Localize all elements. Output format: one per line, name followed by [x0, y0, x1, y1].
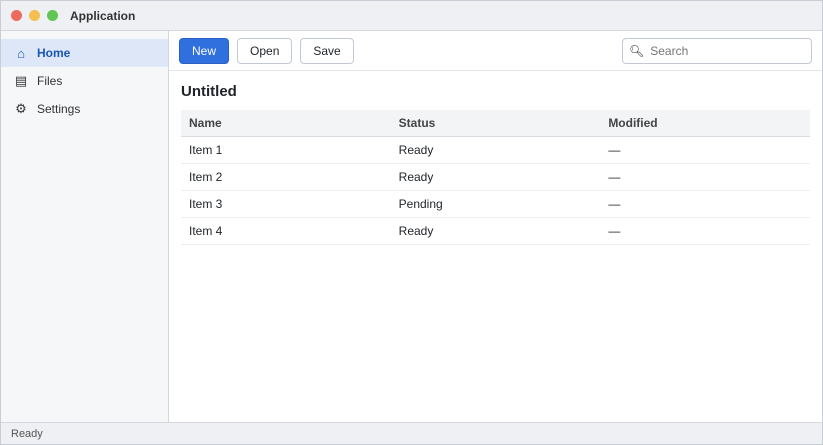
table-cell: Item 4 — [181, 217, 391, 245]
sidebar-item-label: Settings — [37, 102, 81, 116]
column-header[interactable]: Name — [181, 110, 391, 137]
close-button[interactable] — [11, 10, 22, 21]
toolbar: New Open Save 🔍︎ — [169, 31, 822, 71]
table-cell: Item 1 — [181, 136, 391, 164]
sidebar: ⌂ Home ▤ Files ⚙ Settings — [1, 31, 169, 422]
data-table: Name Status Modified Item 1 Ready — Item 2 Rea… — [181, 110, 810, 245]
content-area: Untitled Name Status Modified Item 1 Ready —… — [169, 71, 822, 422]
column-header[interactable]: Status — [390, 110, 601, 137]
table-cell: Ready — [390, 163, 601, 191]
search-box: 🔍︎ — [622, 37, 812, 64]
table-cell: Ready — [390, 136, 601, 164]
table-row[interactable]: Item 3 Pending — — [181, 190, 810, 218]
table-cell: Item 3 — [181, 190, 391, 218]
table-header-row: Name Status Modified — [181, 110, 810, 137]
folder-icon: ▤ — [14, 73, 28, 88]
save-button[interactable]: Save — [300, 37, 354, 64]
table-header: Name Status Modified — [181, 110, 810, 137]
window-title: Application — [70, 8, 136, 23]
search-input[interactable] — [648, 42, 805, 59]
table-cell: Pending — [390, 190, 601, 218]
table-row[interactable]: Item 2 Ready — — [181, 163, 810, 191]
table-body: Item 1 Ready — Item 2 Ready — Item 3 Pending — It… — [181, 136, 810, 245]
table-row[interactable]: Item 4 Ready — — [181, 217, 810, 245]
open-button[interactable]: Open — [237, 37, 293, 64]
sidebar-item-settings[interactable]: ⚙ Settings — [1, 95, 168, 123]
sidebar-item-files[interactable]: ▤ Files — [1, 67, 168, 95]
table-cell: Ready — [390, 217, 601, 245]
gear-icon: ⚙ — [15, 101, 27, 116]
table-cell: — — [600, 163, 810, 191]
home-icon: ⌂ — [17, 45, 25, 61]
page-title: Untitled — [181, 83, 237, 100]
table-cell: Item 2 — [181, 163, 391, 191]
new-button[interactable]: New — [179, 37, 230, 64]
table-cell: — — [600, 217, 810, 245]
search-icon: 🔍︎ — [629, 43, 645, 58]
sidebar-item-label: Files — [37, 74, 63, 88]
sidebar-item-home[interactable]: ⌂ Home — [1, 39, 168, 67]
app-body: ⌂ Home ▤ Files ⚙ Settings New Open Save 🔍︎ Un… — [1, 31, 822, 422]
window-controls — [11, 10, 58, 21]
column-header[interactable]: Modified — [600, 110, 810, 137]
title-bar: Application — [1, 1, 822, 31]
maximize-button[interactable] — [47, 10, 58, 21]
status-text: Ready — [11, 427, 43, 440]
table-row[interactable]: Item 1 Ready — — [181, 136, 810, 164]
status-bar: Ready — [1, 422, 822, 444]
main-panel: New Open Save 🔍︎ Untitled NameStatusModi… — [169, 31, 822, 422]
minimize-button[interactable] — [29, 10, 40, 21]
table-cell: — — [600, 136, 810, 164]
sidebar-item-label: Home — [37, 46, 71, 60]
table-cell: — — [600, 190, 810, 218]
